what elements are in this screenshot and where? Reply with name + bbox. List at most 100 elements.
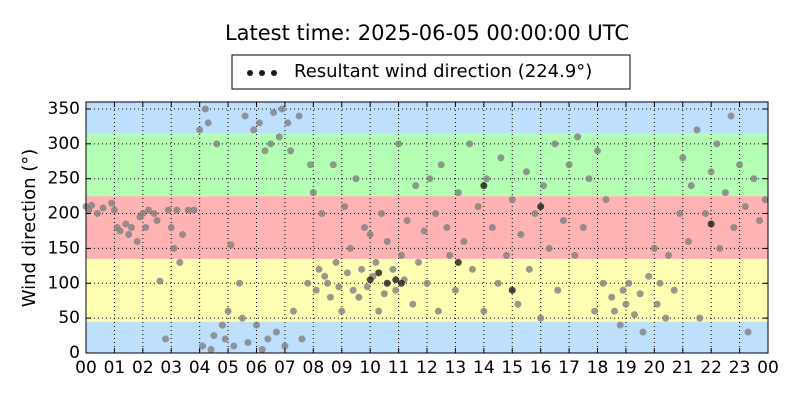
x-tick-label: 02 [132,358,154,378]
point [389,265,397,273]
point [639,328,647,336]
point [608,293,616,301]
point [611,307,619,315]
point [662,314,670,322]
point [383,279,391,287]
point [412,182,420,190]
point [395,140,403,148]
point [693,126,701,134]
x-tick-label: 11 [388,358,410,378]
chart-title: Latest time: 2025-06-05 00:00:00 UTC [225,21,629,45]
point [127,224,135,231]
legend-marker [259,70,265,76]
x-tick-label: 13 [445,358,467,378]
point [397,279,405,287]
point [468,265,476,273]
y-tick-label: 150 [48,238,80,258]
point [619,286,627,294]
y-tick-label: 250 [48,169,80,189]
point [122,220,130,228]
point [324,279,332,287]
point [153,217,161,225]
point [537,203,545,211]
point [221,335,229,343]
point [409,300,417,308]
legend-marker [271,70,277,76]
point [537,314,545,322]
y-tick-label: 350 [48,99,80,119]
x-tick-label: 06 [246,358,268,378]
x-tick-label: 07 [274,358,296,378]
point [383,237,391,245]
point [363,283,371,291]
point [480,307,488,315]
point [318,210,326,218]
y-tick-label: 50 [58,308,80,328]
point [196,126,204,134]
point [341,203,349,211]
point [298,335,306,343]
point [210,332,218,340]
point [255,119,263,127]
point [179,230,187,238]
x-tick-label: 16 [530,358,552,378]
x-tick-label: 20 [644,358,666,378]
y-tick-label: 0 [69,343,80,363]
point [616,321,624,329]
point [761,196,769,204]
point [199,342,207,350]
point [227,241,235,249]
point [306,161,314,169]
point [443,224,451,231]
point [355,293,363,301]
point [508,286,516,294]
x-tick-label: 05 [217,358,239,378]
points [82,105,769,354]
point [375,269,383,277]
x-tick-label: 10 [359,358,381,378]
point [625,279,633,287]
point [514,300,522,308]
point [454,258,462,266]
point [278,105,286,113]
x-tick-label: 22 [700,358,722,378]
point [241,112,249,120]
point [156,277,164,285]
point [602,196,610,204]
point [360,224,368,231]
x-tick-label: 14 [473,358,495,378]
point [426,175,434,183]
point [315,265,323,273]
x-tick-label: 09 [331,358,353,378]
point [713,140,721,148]
point [332,258,340,266]
point [312,286,320,294]
point [670,286,678,294]
point [630,311,638,319]
x-tick-label: 15 [501,358,523,378]
point [346,244,354,252]
point [517,230,525,238]
point [579,224,587,231]
point [321,272,329,280]
point [494,279,502,287]
point [483,175,491,183]
point [755,217,763,225]
ticks: 0 50 100 150 200 250 300 350 00 01 02 03 04 05 06 07 08 0… [48,99,779,378]
point [142,224,150,231]
point [559,217,567,225]
point [466,140,474,148]
point [446,251,454,259]
point [88,201,96,209]
point [287,147,295,155]
point [432,210,440,218]
point [235,279,243,287]
point [253,321,260,329]
y-tick-label: 300 [48,134,80,154]
point [508,196,516,204]
point [349,286,357,294]
point [744,328,752,336]
legend-marker [247,70,253,76]
point [676,210,684,218]
